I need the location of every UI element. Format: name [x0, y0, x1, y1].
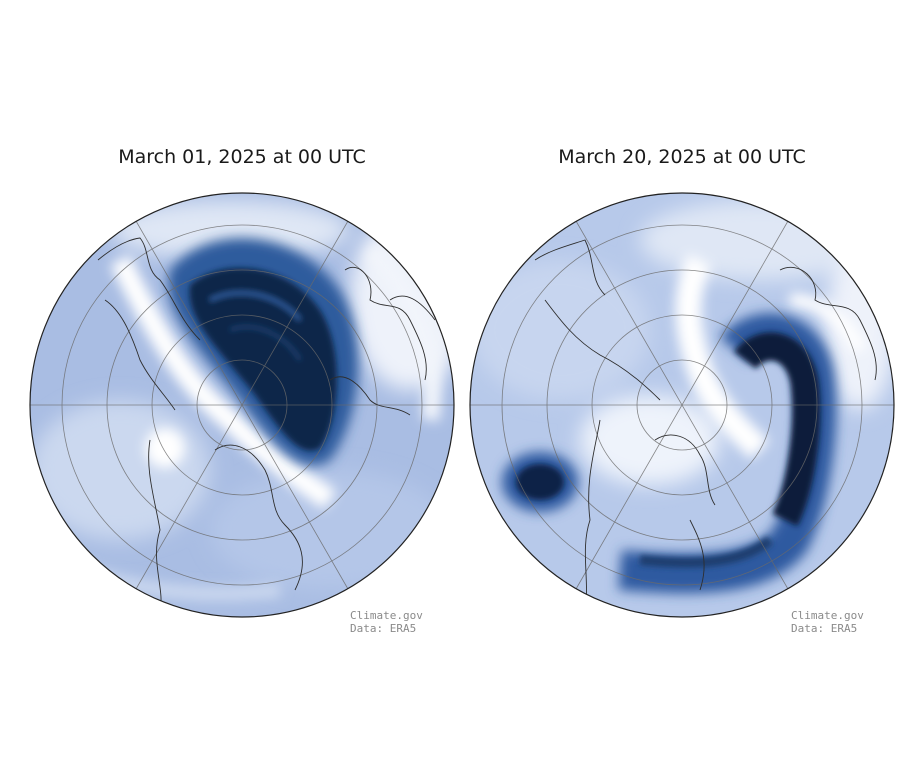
map-title-march-20: March 20, 2025 at 00 UTC — [558, 146, 806, 168]
credit-source-right: Climate.gov — [791, 609, 864, 622]
map-boundary-right — [469, 192, 895, 618]
map-right — [469, 192, 895, 618]
wind-field-right — [470, 193, 894, 617]
credit-right: Climate.gov Data: ERA5 — [791, 609, 864, 635]
coastlines-left — [97, 237, 436, 611]
credit-data-left: Data: ERA5 — [350, 622, 417, 635]
credit-left: Climate.gov Data: ERA5 — [350, 609, 423, 635]
map-left — [29, 192, 455, 618]
map-boundary-left — [29, 192, 455, 618]
wind-field-left — [30, 193, 454, 617]
coastlines-right — [534, 239, 877, 611]
graticule-left — [30, 220, 454, 590]
graticule-right — [470, 220, 894, 590]
credit-source-left: Climate.gov — [350, 609, 423, 622]
map-title-march-01: March 01, 2025 at 00 UTC — [118, 146, 366, 168]
credit-data-right: Data: ERA5 — [791, 622, 858, 635]
